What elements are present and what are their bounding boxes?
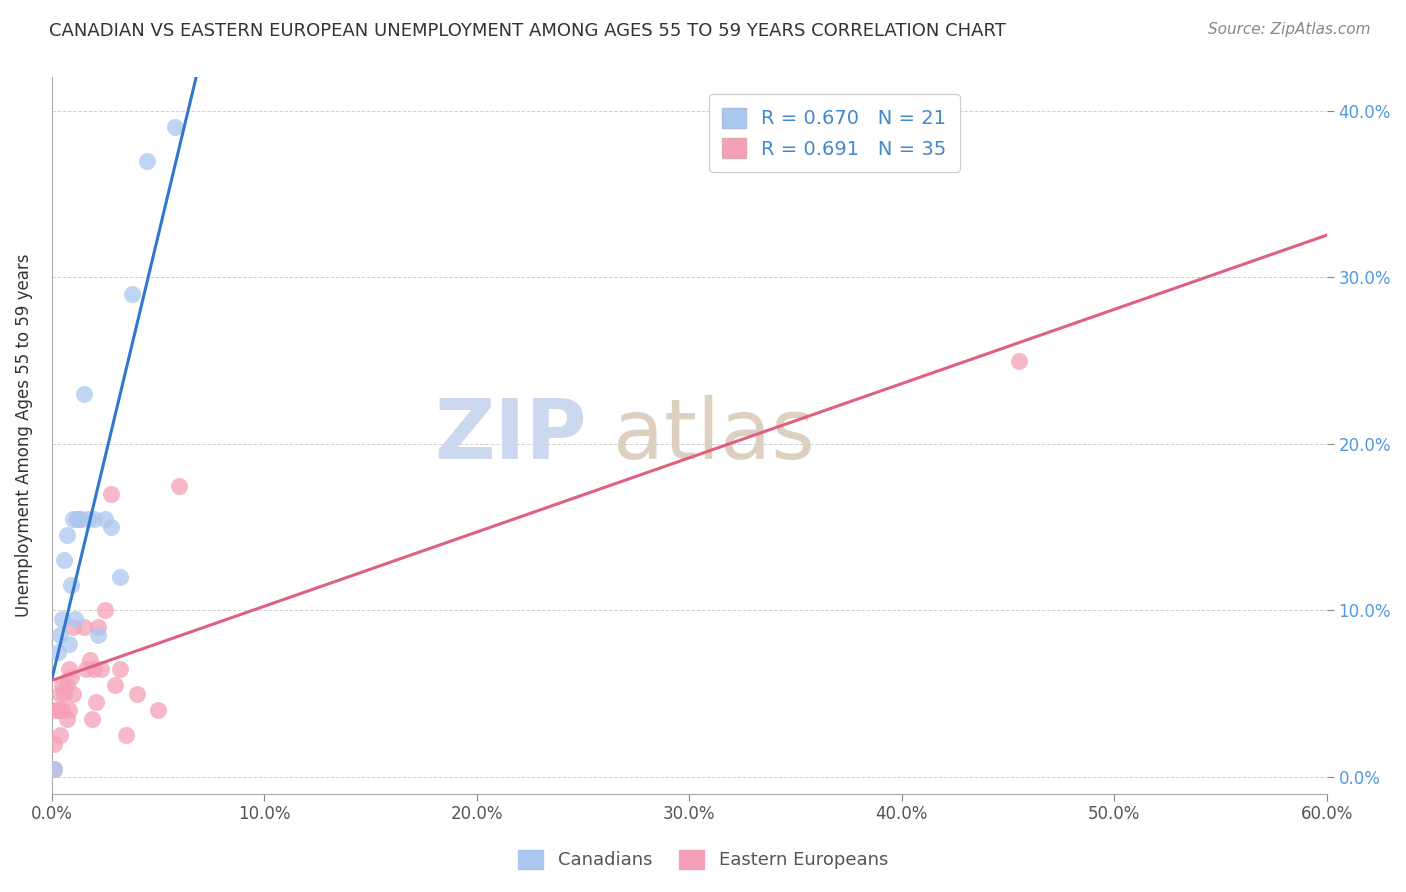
Point <box>121 287 143 301</box>
Point <box>46 703 69 717</box>
Point <box>108 662 131 676</box>
Point <box>115 728 138 742</box>
Point <box>62 687 84 701</box>
Point <box>163 120 186 135</box>
Legend: Canadians, Eastern Europeans: Canadians, Eastern Europeans <box>509 841 897 879</box>
Point <box>58 703 80 717</box>
Point <box>70 512 93 526</box>
Point <box>45 703 67 717</box>
Point <box>104 678 127 692</box>
Point <box>90 662 112 676</box>
Point <box>42 762 65 776</box>
Point <box>100 520 122 534</box>
Text: atlas: atlas <box>613 395 814 476</box>
Point <box>100 487 122 501</box>
Point <box>46 645 69 659</box>
Point <box>94 603 117 617</box>
Point <box>75 662 97 676</box>
Point <box>76 512 98 526</box>
Point <box>72 387 94 401</box>
Point <box>82 712 104 726</box>
Point <box>79 653 101 667</box>
Point <box>94 512 117 526</box>
Point <box>87 628 110 642</box>
Point <box>51 612 73 626</box>
Point <box>125 687 148 701</box>
Point <box>167 478 190 492</box>
Point <box>49 628 72 642</box>
Point <box>83 512 105 526</box>
Point <box>136 153 159 168</box>
Point <box>59 670 82 684</box>
Point <box>62 512 84 526</box>
Point <box>87 620 110 634</box>
Point <box>55 528 77 542</box>
Text: Source: ZipAtlas.com: Source: ZipAtlas.com <box>1208 22 1371 37</box>
Point <box>53 553 76 567</box>
Point <box>58 637 80 651</box>
Point <box>42 737 65 751</box>
Point <box>72 620 94 634</box>
Point <box>58 662 80 676</box>
Point <box>67 512 90 526</box>
Text: ZIP: ZIP <box>434 395 588 476</box>
Point <box>49 728 72 742</box>
Y-axis label: Unemployment Among Ages 55 to 59 years: Unemployment Among Ages 55 to 59 years <box>15 254 32 617</box>
Legend: R = 0.670   N = 21, R = 0.691   N = 35: R = 0.670 N = 21, R = 0.691 N = 35 <box>709 95 960 172</box>
Text: CANADIAN VS EASTERN EUROPEAN UNEMPLOYMENT AMONG AGES 55 TO 59 YEARS CORRELATION : CANADIAN VS EASTERN EUROPEAN UNEMPLOYMEN… <box>49 22 1007 40</box>
Point <box>51 678 73 692</box>
Point <box>55 678 77 692</box>
Point <box>86 695 108 709</box>
Point <box>83 662 105 676</box>
Point <box>62 620 84 634</box>
Point <box>1007 353 1029 368</box>
Point <box>55 712 77 726</box>
Point <box>146 703 169 717</box>
Point <box>108 570 131 584</box>
Point <box>53 687 76 701</box>
Point <box>49 687 72 701</box>
Point <box>42 762 65 776</box>
Point <box>63 612 86 626</box>
Point <box>59 578 82 592</box>
Point <box>66 512 89 526</box>
Point <box>51 703 73 717</box>
